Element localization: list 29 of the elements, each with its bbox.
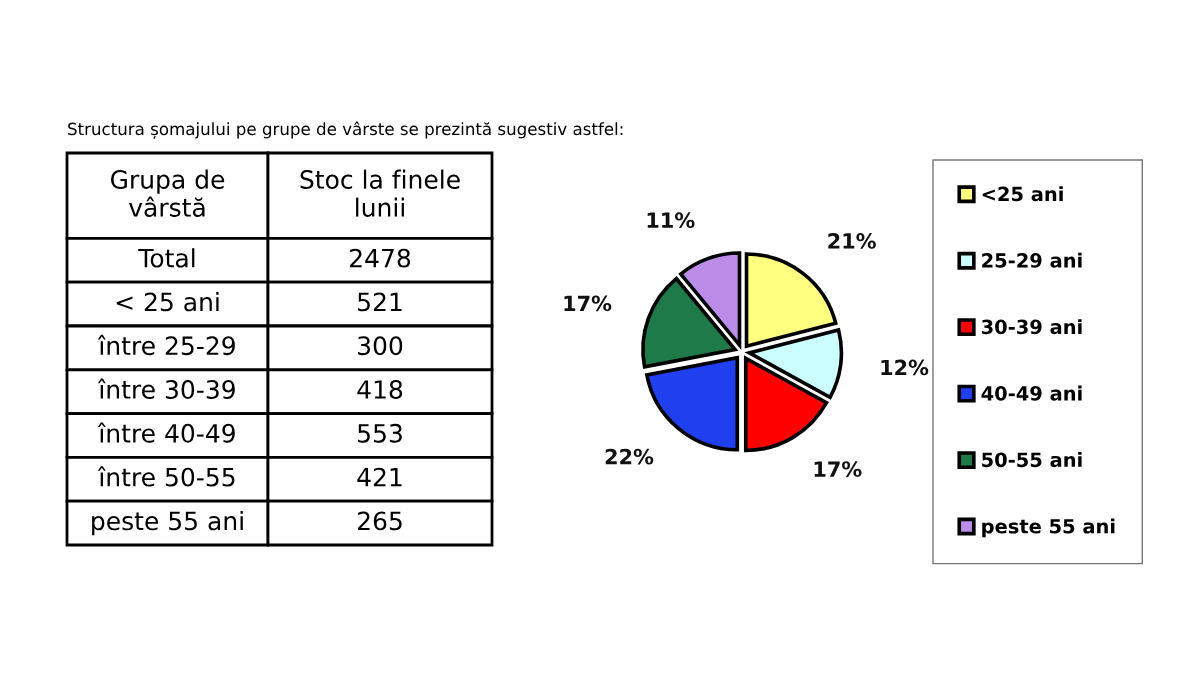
legend-label: 30-39 ani (981, 319, 1082, 335)
data-label: 521 (358, 292, 402, 312)
category-label: < 25 ani (116, 292, 219, 312)
data-label: 22% (605, 448, 654, 465)
data-label: 17% (814, 461, 862, 477)
data-label: 12% (881, 359, 929, 376)
category-label: între 40-49 (97, 422, 235, 443)
text: Stoc la finele lunii (300, 169, 460, 217)
category-label: între 50-55 (97, 466, 235, 487)
data-label: 418 (357, 380, 403, 399)
legend-label: peste 55 ani (982, 518, 1115, 538)
data-label: 11% (647, 212, 695, 229)
data-label: 553 (358, 423, 402, 443)
data-label: 17% (564, 295, 612, 312)
legend-label: <25 ani (982, 186, 1063, 202)
data-label: 421 (357, 467, 402, 487)
legend-label: 40-49 ani (981, 385, 1082, 401)
legend-label: 25-29 ani (982, 252, 1082, 268)
data-label: 2478 (350, 248, 411, 268)
category-label: Total (138, 248, 195, 268)
data-label: 300 (358, 336, 403, 356)
category-label: între 30-39 (97, 378, 235, 399)
category-label: între 25-29 (97, 334, 235, 356)
text: Structura șomajului pe grupe de vârste se prezintă sugestiv astfel: (68, 121, 623, 139)
legend-label: 50-55 ani (982, 452, 1082, 468)
data-label: 21% (828, 233, 876, 249)
data-label: 265 (357, 511, 402, 531)
category-label: peste 55 ani (92, 511, 243, 536)
text: Grupa de vârstă (110, 169, 225, 217)
